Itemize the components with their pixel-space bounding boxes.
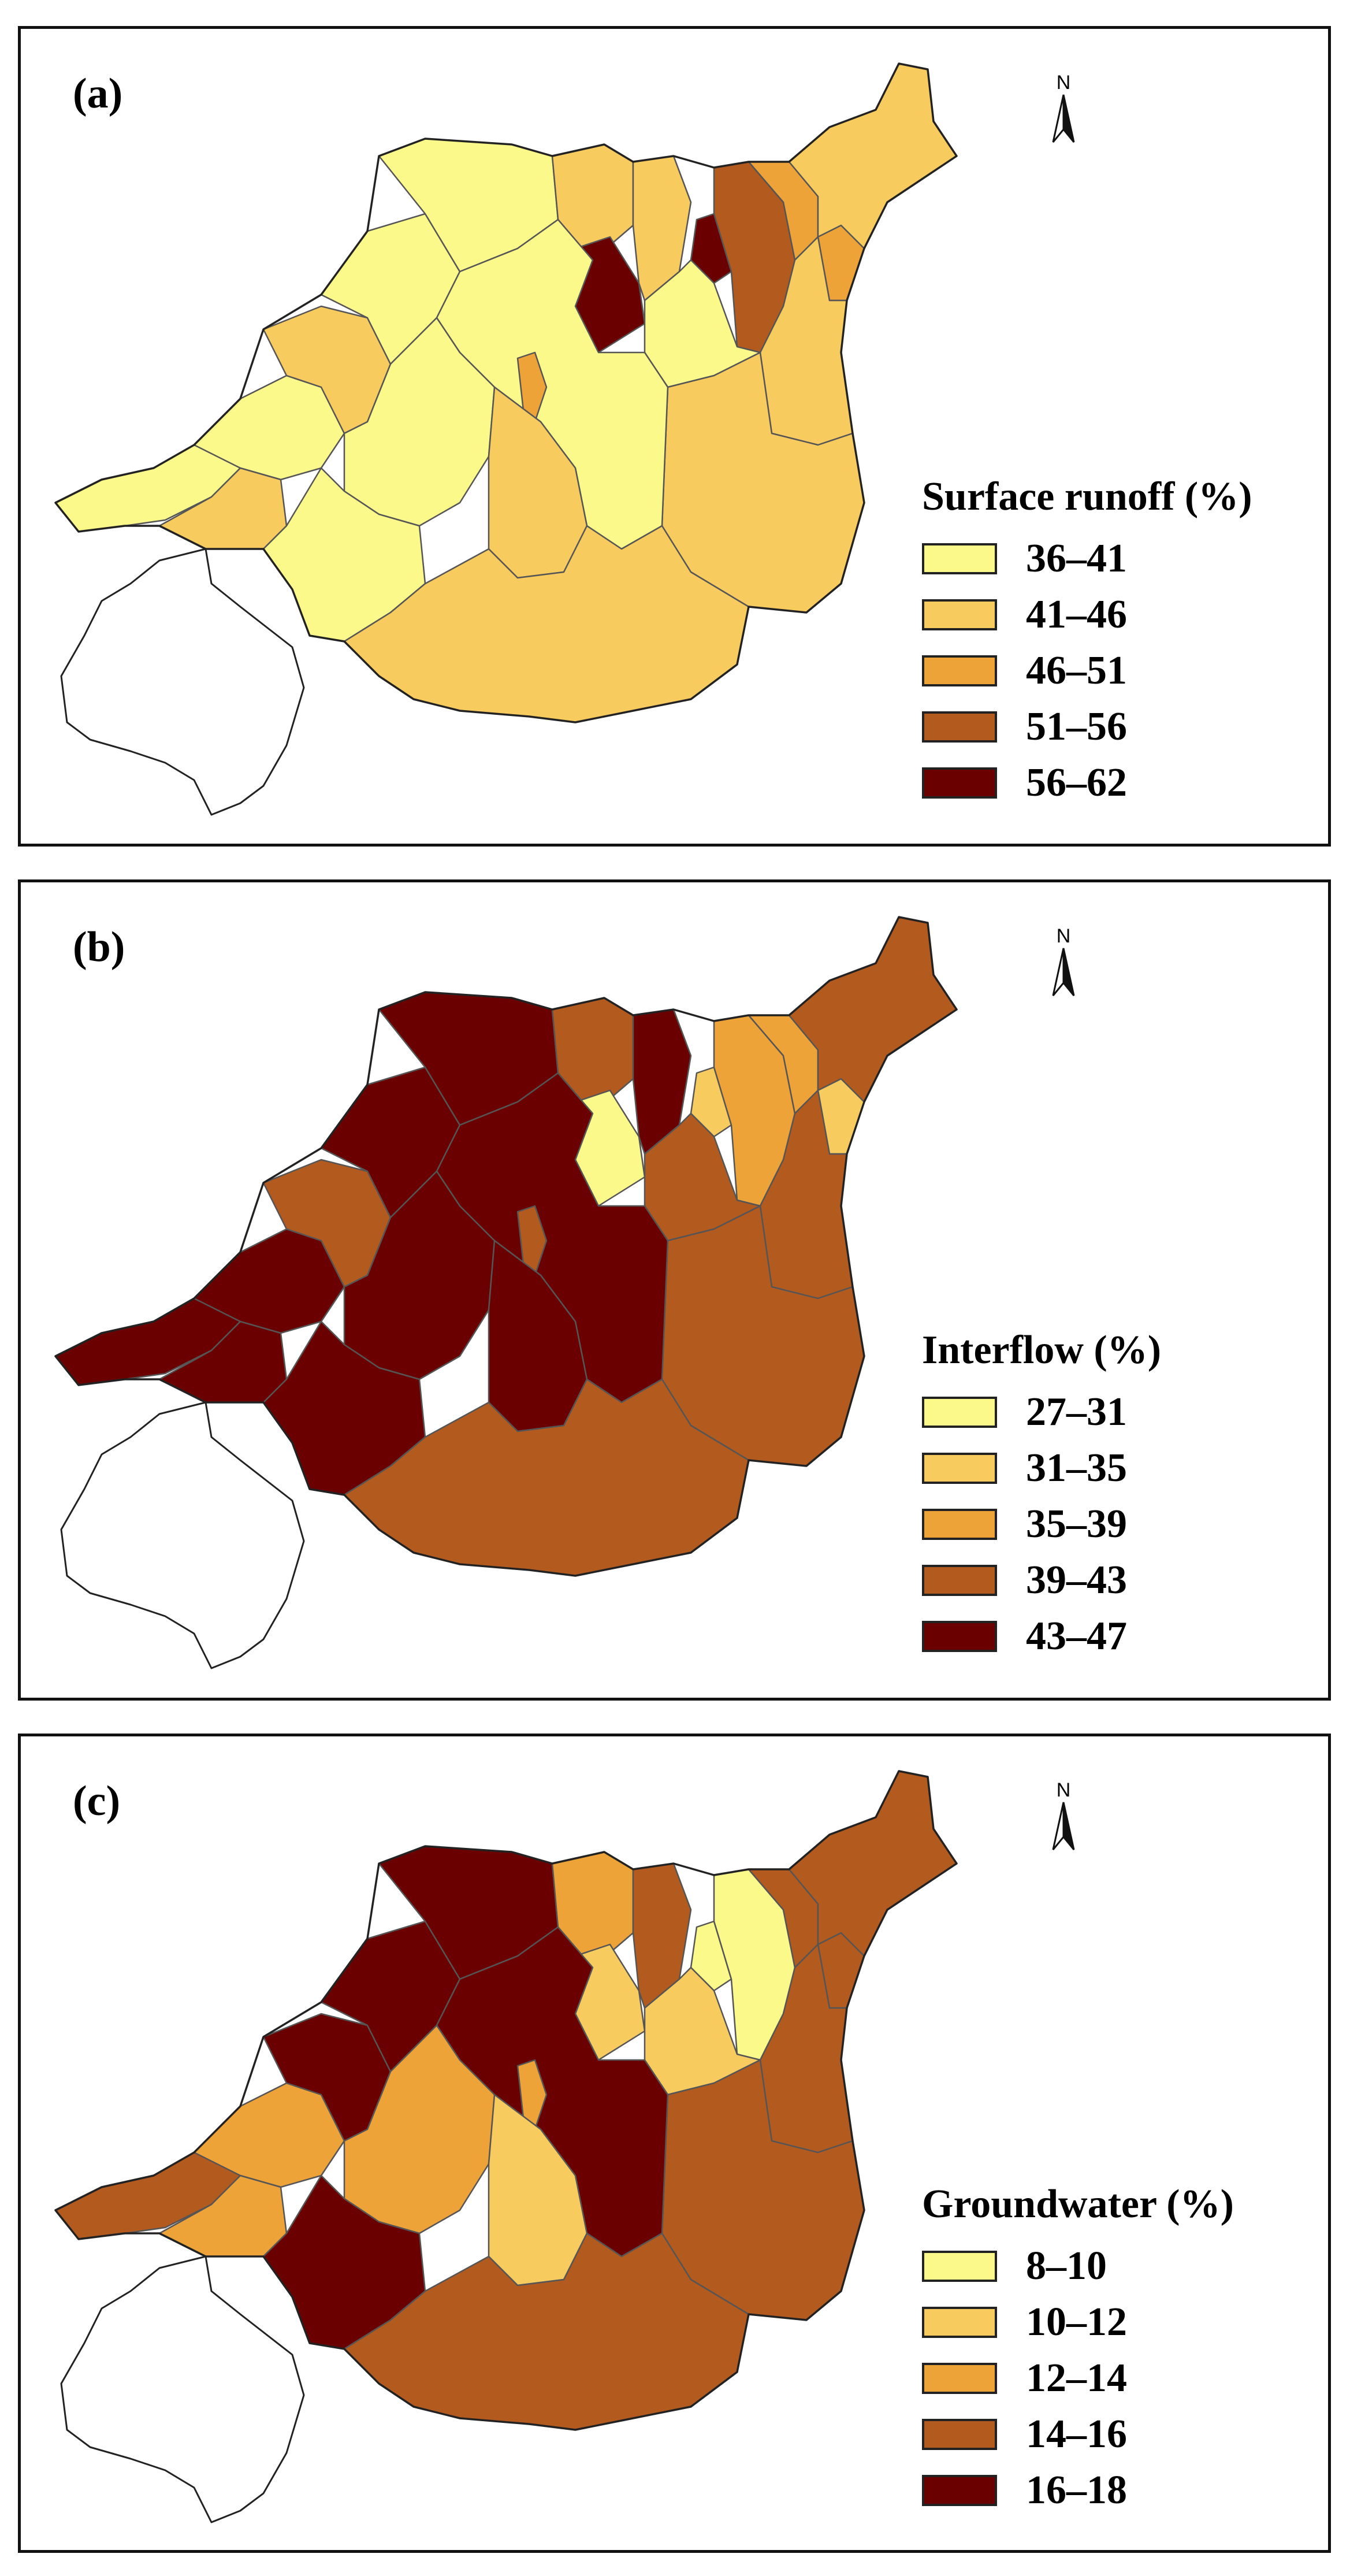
panel-c: (c) N Groundwater (%) 8–10 10–12 12–14 1… xyxy=(18,1734,1331,2553)
subbasin-b-19 xyxy=(516,1205,548,1276)
legend-range: 12–14 xyxy=(1026,2355,1127,2400)
legend-item: 16–18 xyxy=(922,2462,1234,2518)
panel-label: (b) xyxy=(73,923,125,971)
subbasin-a-10 xyxy=(690,213,732,284)
panel-label: (a) xyxy=(73,70,123,117)
legend-swatch xyxy=(922,767,997,799)
legend-swatch xyxy=(922,711,997,743)
legend-swatch xyxy=(922,2474,997,2506)
legend-range: 16–18 xyxy=(1026,2467,1127,2512)
legend-item: 8–10 xyxy=(922,2238,1234,2294)
map-c xyxy=(54,1770,958,2523)
legend-range: 10–12 xyxy=(1026,2299,1127,2344)
north-arrow-icon: N xyxy=(1052,72,1075,143)
legend-swatch xyxy=(922,1396,997,1428)
legend-swatch xyxy=(922,1508,997,1540)
legend-swatch xyxy=(922,1564,997,1596)
panel-a: (a) N Surface runoff (%) 36–41 41–46 46–… xyxy=(18,26,1331,847)
legend-title: Surface runoff (%) xyxy=(922,474,1252,519)
north-label: N xyxy=(1057,72,1071,94)
unclassified-outlet-subbasin xyxy=(60,548,305,816)
legend-item: 27–31 xyxy=(922,1384,1161,1440)
legend-swatch xyxy=(922,2418,997,2450)
map-b xyxy=(54,916,958,1669)
legend-range: 39–43 xyxy=(1026,1557,1127,1602)
legend-swatch xyxy=(922,599,997,630)
panel-label: (c) xyxy=(73,1777,121,1825)
legend-item: 31–35 xyxy=(922,1440,1161,1496)
subbasin-c-10 xyxy=(690,1920,732,1992)
legend-item: 35–39 xyxy=(922,1496,1161,1552)
panel-b: (b) N Interflow (%) 27–31 31–35 35–39 39… xyxy=(18,879,1331,1701)
legend-range: 51–56 xyxy=(1026,704,1127,749)
legend-range: 43–47 xyxy=(1026,1613,1127,1658)
legend-item: 14–16 xyxy=(922,2406,1234,2462)
legend-item: 51–56 xyxy=(922,699,1252,755)
legend-range: 36–41 xyxy=(1026,536,1127,581)
legend-swatch xyxy=(922,543,997,574)
legend-item: 10–12 xyxy=(922,2294,1234,2350)
legend-range: 14–16 xyxy=(1026,2411,1127,2456)
legend-swatch xyxy=(922,2250,997,2282)
legend-item: 12–14 xyxy=(922,2350,1234,2406)
north-label: N xyxy=(1057,925,1071,947)
unclassified-outlet-subbasin xyxy=(60,1401,305,1669)
legend-item: 41–46 xyxy=(922,587,1252,643)
subbasin-a-19 xyxy=(516,351,548,423)
north-label: N xyxy=(1057,1779,1071,1801)
legend: Interflow (%) 27–31 31–35 35–39 39–43 43… xyxy=(922,1327,1161,1664)
unclassified-outlet-subbasin xyxy=(60,2255,305,2523)
legend-item: 43–47 xyxy=(922,1608,1161,1664)
legend-item: 36–41 xyxy=(922,530,1252,587)
legend-range: 56–62 xyxy=(1026,760,1127,805)
legend-swatch xyxy=(922,1452,997,1484)
subbasin-b-10 xyxy=(690,1066,732,1138)
map-a xyxy=(54,62,958,816)
legend-item: 39–43 xyxy=(922,1552,1161,1608)
legend: Surface runoff (%) 36–41 41–46 46–51 51–… xyxy=(922,474,1252,811)
legend-range: 8–10 xyxy=(1026,2243,1107,2288)
basin-boundary xyxy=(54,62,958,723)
legend-title: Groundwater (%) xyxy=(922,2182,1234,2226)
legend-swatch xyxy=(922,1620,997,1652)
legend: Groundwater (%) 8–10 10–12 12–14 14–16 1… xyxy=(922,2181,1234,2518)
legend-range: 46–51 xyxy=(1026,648,1127,693)
legend-item: 46–51 xyxy=(922,643,1252,699)
legend-swatch xyxy=(922,2306,997,2338)
north-arrow-icon: N xyxy=(1052,1779,1075,1850)
subbasin-c-19 xyxy=(516,2059,548,2130)
legend-item: 56–62 xyxy=(922,755,1252,811)
legend-range: 41–46 xyxy=(1026,592,1127,637)
legend-swatch xyxy=(922,655,997,686)
legend-range: 31–35 xyxy=(1026,1445,1127,1490)
legend-range: 27–31 xyxy=(1026,1389,1127,1434)
basin-boundary xyxy=(54,916,958,1577)
legend-swatch xyxy=(922,2362,997,2394)
basin-boundary xyxy=(54,1770,958,2431)
legend-range: 35–39 xyxy=(1026,1501,1127,1546)
north-arrow-icon: N xyxy=(1052,925,1075,996)
legend-title: Interflow (%) xyxy=(922,1328,1162,1372)
